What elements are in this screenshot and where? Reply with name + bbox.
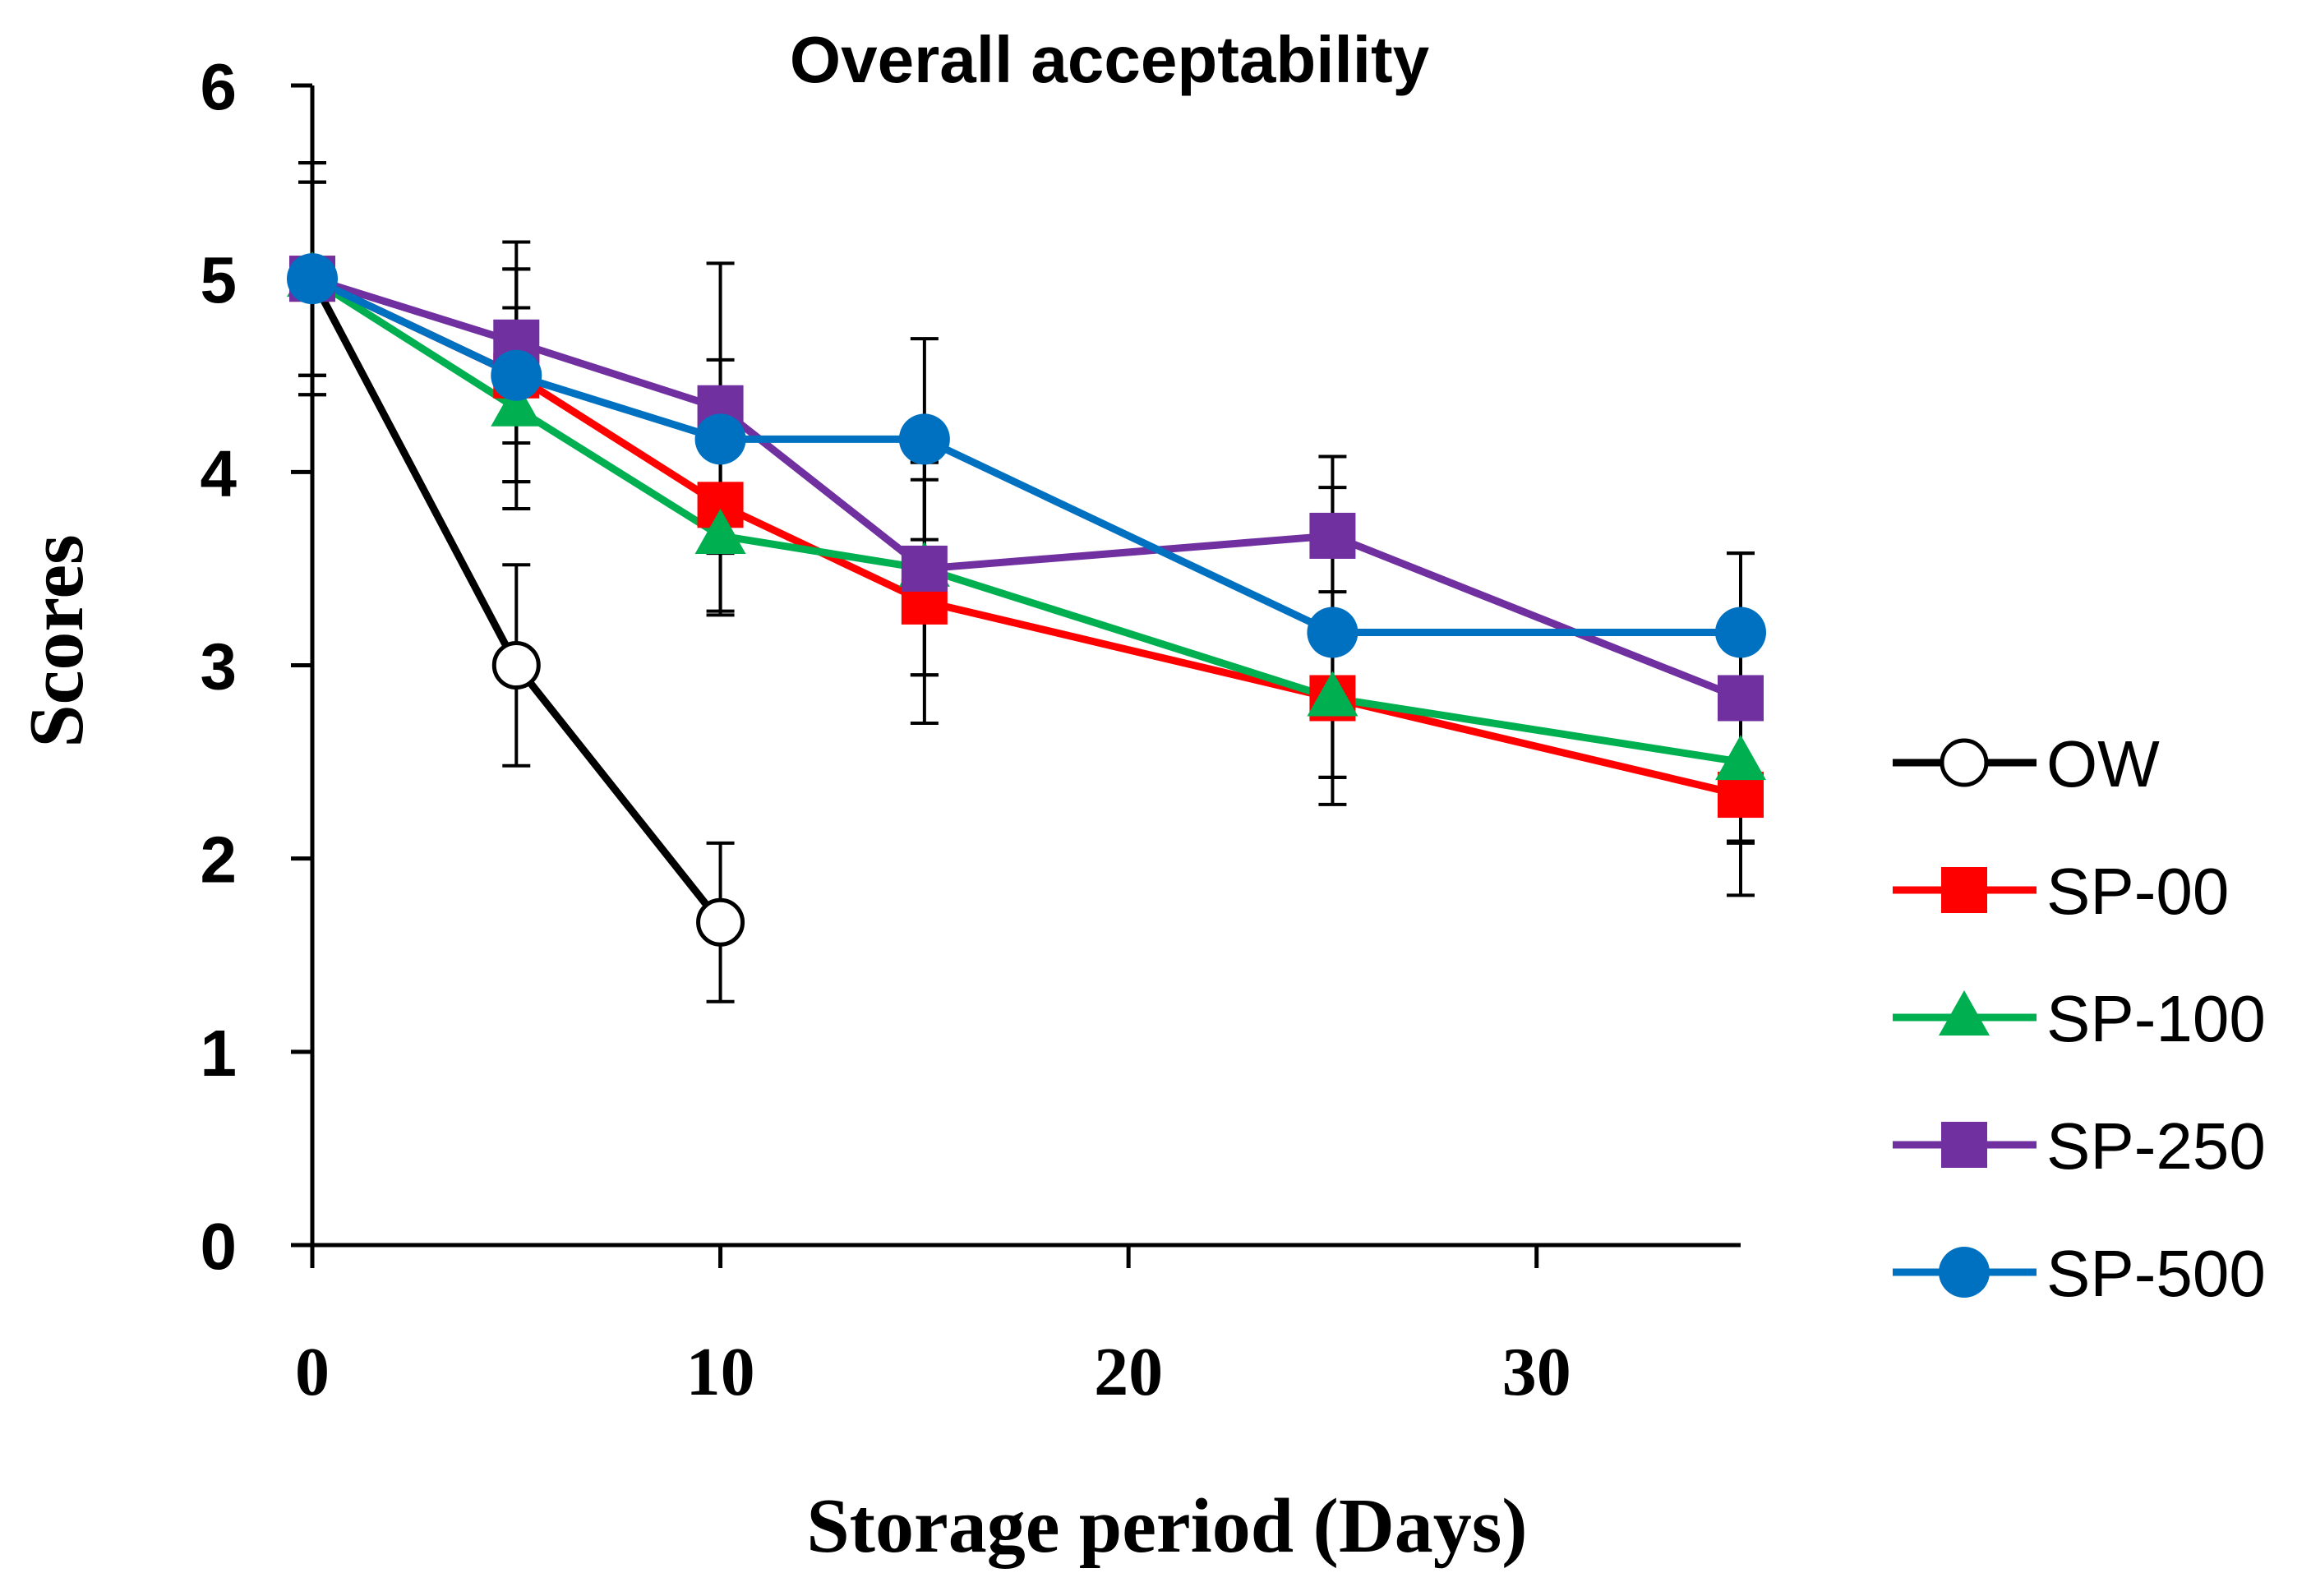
data-point-sp-250 — [1309, 512, 1356, 559]
data-point-sp-500 — [1715, 607, 1766, 658]
legend-marker-sp-250 — [1941, 1122, 1987, 1168]
legend-marker-sp-500 — [1939, 1247, 1990, 1298]
x-tick-label: 10 — [686, 1334, 755, 1410]
series-line-sp-100 — [310, 275, 1741, 766]
legend-label-sp-250: SP-250 — [2046, 1109, 2266, 1183]
data-point-sp-500 — [694, 413, 746, 465]
chart-title: Overall acceptability — [790, 23, 1430, 96]
data-point-sp-100 — [491, 381, 542, 427]
y-tick-label: 1 — [201, 1017, 238, 1090]
legend-label-sp-500: SP-500 — [2046, 1237, 2266, 1310]
data-point-sp-250 — [901, 545, 948, 592]
data-point-sp-100 — [694, 508, 746, 554]
y-tick-label: 3 — [201, 630, 238, 703]
data-point-ow — [696, 897, 745, 947]
data-point-sp-500 — [491, 349, 542, 401]
data-point-sp-250 — [1718, 675, 1764, 722]
x-tick-label: 30 — [1502, 1334, 1571, 1410]
legend-marker-sp-100 — [1939, 990, 1990, 1036]
legend-marker-sp-00 — [1941, 867, 1987, 913]
x-tick-label: 20 — [1094, 1334, 1163, 1410]
data-point-sp-100 — [1307, 671, 1358, 717]
legend-label-ow: OW — [2046, 727, 2160, 800]
series-line-sp-250 — [311, 274, 1742, 702]
y-tick-label: 4 — [201, 436, 238, 510]
y-tick-label: 6 — [201, 50, 238, 123]
y-tick-label: 5 — [201, 243, 238, 316]
series-line-sp-500 — [311, 275, 1741, 637]
data-point-sp-500 — [898, 413, 950, 465]
legend-label-sp-100: SP-100 — [2046, 982, 2266, 1055]
x-tick-label: 0 — [295, 1334, 330, 1410]
x-axis-label: Storage period (Days) — [806, 1483, 1527, 1569]
data-point-sp-500 — [287, 253, 338, 305]
legend-marker-ow — [1940, 738, 1989, 787]
y-tick-label: 0 — [201, 1210, 238, 1283]
data-point-sp-100 — [1715, 735, 1766, 781]
legend-label-sp-00: SP-00 — [2046, 855, 2229, 928]
y-tick-label: 2 — [201, 823, 238, 897]
data-point-sp-500 — [1307, 607, 1358, 658]
data-point-ow — [491, 641, 541, 690]
y-axis-label: Scores — [14, 534, 99, 747]
